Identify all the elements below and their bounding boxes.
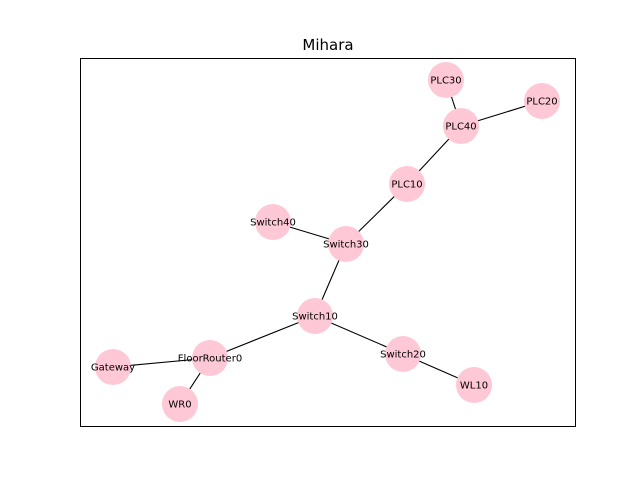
node-circle: [162, 386, 198, 422]
node-circle: [456, 367, 492, 403]
node-wr0: WR0: [162, 386, 198, 422]
node-label: Switch10: [292, 312, 338, 323]
node-circle: [328, 226, 364, 262]
node-label: Gateway: [91, 363, 135, 374]
edge-switch10-floorrouter0: [209, 315, 316, 359]
node-circle: [524, 83, 560, 119]
node-floorrouter0: FloorRouter0: [178, 340, 242, 376]
node-circle: [95, 349, 131, 385]
plot-frame: [80, 58, 576, 427]
node-switch20: Switch20: [380, 336, 426, 372]
diagram-title: Mihara: [302, 36, 353, 54]
node-label: Switch30: [323, 240, 369, 251]
node-gateway: Gateway: [91, 349, 135, 385]
node-layer: PLC30 PLC20 PLC40 PLC10 Switch40 Switch30 Swit…: [91, 62, 560, 422]
node-label: PLC20: [526, 97, 557, 108]
node-switch40: Switch40: [250, 204, 296, 240]
node-circle: [192, 340, 228, 376]
node-plc40: PLC40: [443, 108, 479, 144]
node-plc10: PLC10: [389, 166, 425, 202]
node-circle: [385, 336, 421, 372]
node-circle: [297, 298, 333, 334]
node-label: WL10: [460, 381, 488, 392]
node-wl10: WL10: [456, 367, 492, 403]
node-label: PLC40: [445, 122, 476, 133]
node-label: PLC10: [391, 180, 422, 191]
node-circle: [443, 108, 479, 144]
node-circle: [428, 62, 464, 98]
node-label: PLC30: [430, 76, 461, 87]
node-label: Switch20: [380, 350, 426, 361]
node-label: FloorRouter0: [178, 354, 242, 365]
node-circle: [389, 166, 425, 202]
node-plc20: PLC20: [524, 83, 560, 119]
node-switch10: Switch10: [292, 298, 338, 334]
node-plc30: PLC30: [428, 62, 464, 98]
node-circle: [255, 204, 291, 240]
node-switch30: Switch30: [323, 226, 369, 262]
node-label: WR0: [168, 400, 191, 411]
node-label: Switch40: [250, 218, 296, 229]
